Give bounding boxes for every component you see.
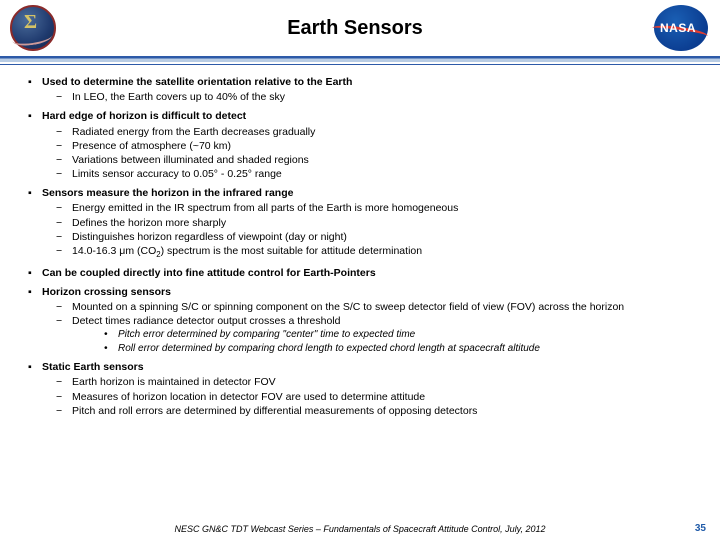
subsub-list: •Pitch error determined by comparing "ce…: [56, 328, 700, 355]
square-bullet-icon: ▪: [28, 75, 42, 89]
sub-list: −In LEO, the Earth covers up to 40% of t…: [28, 90, 700, 104]
sub-bullet-text: Radiated energy from the Earth decreases…: [72, 125, 700, 139]
bullet-level3: •Pitch error determined by comparing "ce…: [104, 328, 700, 342]
sub-bullet-text: Energy emitted in the IR spectrum from a…: [72, 201, 700, 215]
sub-list: −Energy emitted in the IR spectrum from …: [28, 201, 700, 260]
bullet-level1: ▪Can be coupled directly into fine attit…: [28, 266, 700, 280]
dash-bullet-icon: −: [56, 404, 72, 418]
bullet-level1: ▪Sensors measure the horizon in the infr…: [28, 186, 700, 260]
square-bullet-icon: ▪: [28, 266, 42, 280]
bullet-level2: −In LEO, the Earth covers up to 40% of t…: [56, 90, 700, 104]
dot-bullet-icon: •: [104, 328, 118, 342]
sub-bullet-text: Defines the horizon more sharply: [72, 216, 700, 230]
dash-bullet-icon: −: [56, 375, 72, 389]
bullet-level2: −Mounted on a spinning S/C or spinning c…: [56, 300, 700, 314]
bullet-level2: −Detect times radiance detector output c…: [56, 314, 700, 328]
page-number: 35: [695, 523, 706, 534]
bullet-level2: −Presence of atmosphere (~70 km): [56, 139, 700, 153]
bullet-level2: −Energy emitted in the IR spectrum from …: [56, 201, 700, 215]
bullet-level2: −Earth horizon is maintained in detector…: [56, 375, 700, 389]
dash-bullet-icon: −: [56, 244, 72, 261]
dash-bullet-icon: −: [56, 153, 72, 167]
sub-list: −Radiated energy from the Earth decrease…: [28, 125, 700, 182]
subsub-bullet-text: Pitch error determined by comparing "cen…: [118, 328, 415, 342]
bullet-level2: −Limits sensor accuracy to 0.05° - 0.25°…: [56, 167, 700, 181]
bullet-level1: ▪Hard edge of horizon is difficult to de…: [28, 109, 700, 181]
slide-title: Earth Sensors: [56, 17, 654, 40]
bullet-level2: −Measures of horizon location in detecto…: [56, 390, 700, 404]
square-bullet-icon: ▪: [28, 285, 42, 299]
subsub-bullet-text: Roll error determined by comparing chord…: [118, 342, 540, 356]
bullet-level1: ▪Used to determine the satellite orienta…: [28, 75, 700, 104]
bullet-level2: −Radiated energy from the Earth decrease…: [56, 125, 700, 139]
bullet-text: Horizon crossing sensors: [42, 285, 171, 299]
nasa-logo: NASA: [654, 5, 710, 51]
bullet-level1: ▪Static Earth sensors−Earth horizon is m…: [28, 360, 700, 418]
dash-bullet-icon: −: [56, 125, 72, 139]
sub-bullet-text: Detect times radiance detector output cr…: [72, 314, 700, 328]
sub-bullet-text: Mounted on a spinning S/C or spinning co…: [72, 300, 700, 314]
bullet-text: Hard edge of horizon is difficult to det…: [42, 109, 246, 123]
bullet-level2: −Distinguishes horizon regardless of vie…: [56, 230, 700, 244]
sub-list: −Earth horizon is maintained in detector…: [28, 375, 700, 418]
sub-list: −Mounted on a spinning S/C or spinning c…: [28, 300, 700, 355]
slide-body: ▪Used to determine the satellite orienta…: [0, 65, 720, 418]
dash-bullet-icon: −: [56, 300, 72, 314]
square-bullet-icon: ▪: [28, 109, 42, 123]
bullet-text: Static Earth sensors: [42, 360, 144, 374]
bullet-level2: −14.0-16.3 μm (CO2) spectrum is the most…: [56, 244, 700, 261]
bullet-level2: −Defines the horizon more sharply: [56, 216, 700, 230]
bullet-text: Sensors measure the horizon in the infra…: [42, 186, 293, 200]
dash-bullet-icon: −: [56, 216, 72, 230]
square-bullet-icon: ▪: [28, 186, 42, 200]
dash-bullet-icon: −: [56, 201, 72, 215]
sub-bullet-text: Pitch and roll errors are determined by …: [72, 404, 700, 418]
sub-bullet-text: Measures of horizon location in detector…: [72, 390, 700, 404]
bullet-level3: •Roll error determined by comparing chor…: [104, 342, 700, 356]
sub-bullet-text: 14.0-16.3 μm (CO2) spectrum is the most …: [72, 244, 700, 261]
dash-bullet-icon: −: [56, 90, 72, 104]
bullet-level1: ▪Horizon crossing sensors−Mounted on a s…: [28, 285, 700, 356]
nasa-logo-text: NASA: [660, 21, 696, 35]
slide-footer: NESC GN&C TDT Webcast Series – Fundament…: [0, 524, 720, 534]
dot-bullet-icon: •: [104, 342, 118, 356]
dash-bullet-icon: −: [56, 139, 72, 153]
sub-bullet-text: Variations between illuminated and shade…: [72, 153, 700, 167]
bullet-text: Used to determine the satellite orientat…: [42, 75, 352, 89]
bullet-text: Can be coupled directly into fine attitu…: [42, 266, 376, 280]
dash-bullet-icon: −: [56, 230, 72, 244]
sub-bullet-text: Presence of atmosphere (~70 km): [72, 139, 700, 153]
slide-header: Σ Earth Sensors NASA: [0, 0, 720, 54]
dash-bullet-icon: −: [56, 167, 72, 181]
sub-bullet-text: In LEO, the Earth covers up to 40% of th…: [72, 90, 700, 104]
bullet-level2: −Pitch and roll errors are determined by…: [56, 404, 700, 418]
sub-bullet-text: Limits sensor accuracy to 0.05° - 0.25° …: [72, 167, 700, 181]
bullet-level2: −Variations between illuminated and shad…: [56, 153, 700, 167]
header-rule-thick: [0, 56, 720, 62]
nesc-logo: Σ: [10, 5, 56, 51]
sub-bullet-text: Distinguishes horizon regardless of view…: [72, 230, 700, 244]
dash-bullet-icon: −: [56, 314, 72, 328]
dash-bullet-icon: −: [56, 390, 72, 404]
sub-bullet-text: Earth horizon is maintained in detector …: [72, 375, 700, 389]
square-bullet-icon: ▪: [28, 360, 42, 374]
